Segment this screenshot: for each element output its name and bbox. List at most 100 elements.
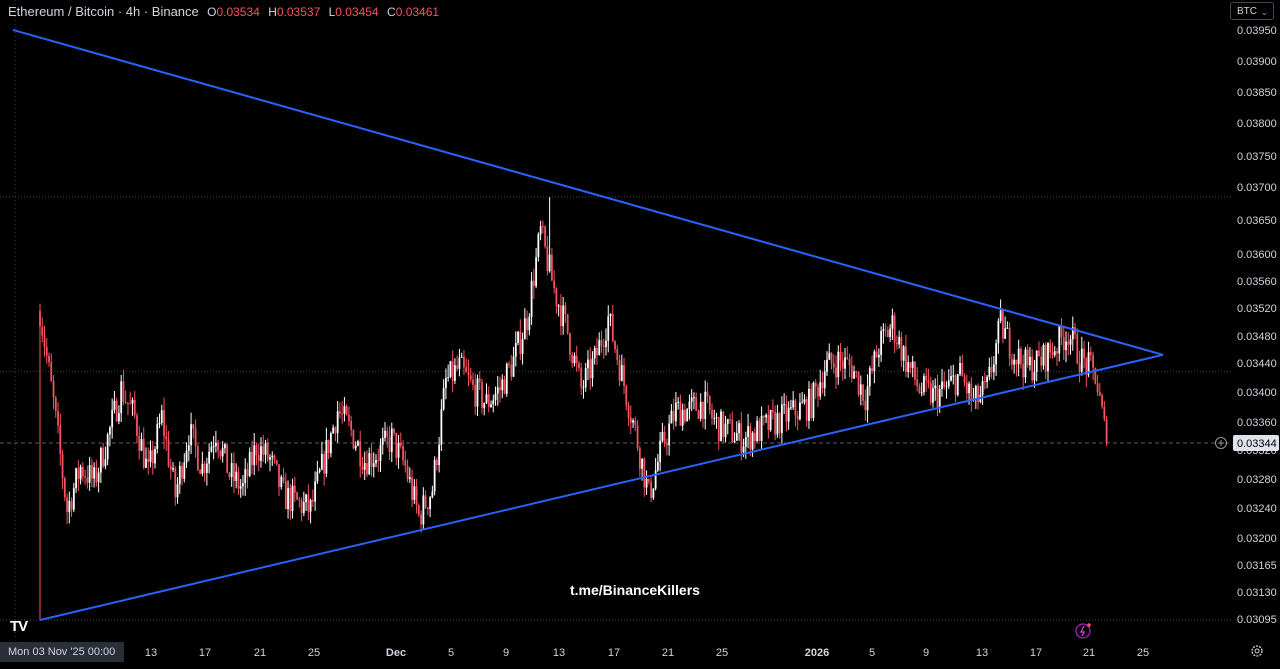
- candle-body: [431, 491, 434, 498]
- candle-body: [826, 359, 828, 372]
- candle-body: [956, 374, 959, 395]
- candle-body: [451, 361, 454, 381]
- candle-body: [379, 444, 382, 461]
- candle-body: [749, 426, 752, 450]
- plus-circle-icon[interactable]: [1215, 436, 1227, 449]
- open-label: O: [207, 5, 217, 19]
- settings-icon-center: [1254, 648, 1260, 654]
- candle-body: [176, 484, 179, 498]
- time-tick-label: Dec: [386, 647, 406, 659]
- candle-body: [77, 468, 80, 480]
- candle-body: [886, 330, 889, 337]
- lightning-bolt: [1080, 625, 1085, 637]
- candle-body: [381, 437, 384, 445]
- candle-body: [269, 457, 271, 460]
- candle-body: [334, 427, 337, 434]
- candle-body: [920, 392, 923, 394]
- candle-body: [109, 427, 111, 435]
- time-tick-label: 9: [503, 647, 509, 659]
- candle-body: [812, 382, 815, 419]
- candle-body: [945, 386, 948, 388]
- price-tick-label: 0.03900: [1237, 56, 1277, 68]
- candle-body: [923, 375, 925, 393]
- candle-body: [1006, 327, 1009, 329]
- candle-body: [715, 417, 718, 419]
- candle-body: [1067, 341, 1070, 345]
- candle-body: [557, 305, 560, 307]
- candle-body: [697, 410, 700, 419]
- settings-icon[interactable]: [1251, 645, 1263, 657]
- candle-body: [600, 340, 603, 346]
- candle-body: [862, 384, 864, 401]
- candle-body: [136, 415, 138, 436]
- candle-body: [717, 417, 720, 442]
- candle-body: [284, 481, 287, 510]
- currency-dropdown[interactable]: BTC ⌄: [1230, 2, 1274, 20]
- candle-body: [79, 466, 82, 480]
- symbol-title[interactable]: Ethereum / Bitcoin · 4h · Binance: [8, 4, 199, 19]
- trendlines[interactable]: [12, 28, 1164, 621]
- candle-body: [271, 455, 274, 458]
- candle-body: [368, 453, 371, 475]
- candle-body: [859, 384, 862, 395]
- candle-body: [492, 400, 495, 405]
- lower-trendline[interactable]: [39, 353, 1164, 621]
- candle-body: [68, 500, 71, 513]
- candle-body: [447, 376, 450, 378]
- candle-body: [190, 424, 192, 446]
- candle-body: [681, 409, 684, 426]
- candle-body: [537, 234, 540, 258]
- candle-body: [242, 483, 244, 487]
- candle-body: [871, 368, 873, 371]
- lightning-icon[interactable]: [1075, 623, 1091, 639]
- candle-body: [174, 468, 177, 498]
- candle-body: [293, 485, 296, 493]
- candle-body: [988, 366, 991, 377]
- candle-body: [1011, 358, 1013, 365]
- price-tick-label: 0.03850: [1237, 87, 1277, 99]
- candle-body: [647, 479, 650, 482]
- candle-body: [997, 320, 1000, 344]
- candle-body: [131, 399, 134, 404]
- candle-body: [490, 404, 492, 408]
- candle-body: [792, 400, 795, 408]
- candle-body: [584, 368, 587, 388]
- candle-body: [569, 333, 571, 355]
- candle-body: [1087, 352, 1090, 375]
- candle-body: [1089, 352, 1092, 356]
- candle-body: [388, 436, 391, 452]
- time-tick-label: 13: [553, 647, 565, 659]
- upper-trendline[interactable]: [12, 28, 1164, 356]
- candle-body: [413, 486, 416, 500]
- candle-body: [120, 381, 123, 414]
- candle-body: [914, 361, 916, 380]
- candle-body: [48, 355, 50, 363]
- candle-body: [499, 387, 501, 391]
- price-axis[interactable]: 0.03950 0.03900 0.03850 0.03800 0.03750 0.037…: [1215, 25, 1280, 626]
- candle-body: [623, 365, 625, 387]
- candle-body: [535, 257, 537, 287]
- candle-body: [1092, 355, 1094, 368]
- tradingview-logo[interactable]: TV: [10, 618, 28, 635]
- candle-body: [463, 356, 465, 368]
- candle-body: [278, 464, 280, 488]
- candle-body: [695, 397, 698, 411]
- price-tick-label: 0.03560: [1237, 276, 1277, 288]
- candle-body: [59, 425, 62, 455]
- candle-body: [201, 463, 204, 474]
- candle-body: [172, 468, 174, 470]
- candle-body: [214, 442, 217, 447]
- candle-body: [566, 314, 569, 334]
- time-tick-label: 25: [1137, 647, 1149, 659]
- candle-body: [625, 386, 628, 406]
- candle-body: [699, 401, 702, 419]
- time-axis[interactable]: 13 17 21 25 Dec 5 9 13 17 21 25 2026 5 9 13 17 21 25: [145, 623, 1263, 659]
- candle-body: [652, 488, 655, 498]
- candle-body: [1022, 363, 1025, 378]
- candle-body: [104, 459, 107, 467]
- candle-body: [1044, 344, 1047, 372]
- candle-body: [203, 463, 206, 473]
- candle-body: [514, 343, 517, 357]
